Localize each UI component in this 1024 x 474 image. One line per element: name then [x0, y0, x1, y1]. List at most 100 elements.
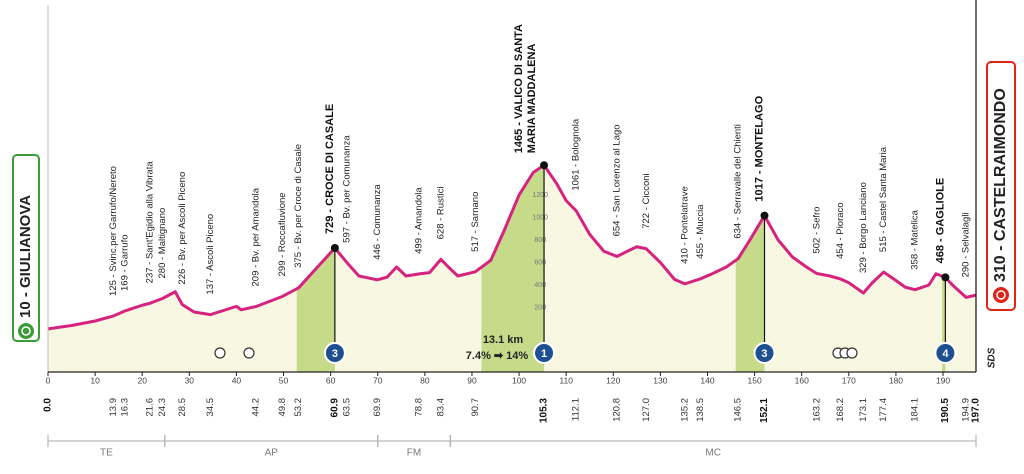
- x-tick-label: 0: [46, 375, 51, 385]
- x-tick-label: 110: [559, 375, 573, 385]
- waypoint-label: 468 - GAGLIOLE: [934, 178, 946, 264]
- x-tick-label: 10: [90, 375, 100, 385]
- y-tick-label: 400: [534, 282, 546, 289]
- km-label: 194.9: [961, 398, 972, 422]
- km-label: 146.5: [733, 398, 744, 422]
- km-label: 60.9: [330, 398, 341, 418]
- waypoint-label: 299 - Roccafluvione: [277, 192, 288, 276]
- km-label: 138.5: [695, 398, 706, 422]
- region-label: TE: [100, 448, 113, 459]
- climb-category: 3: [761, 348, 767, 360]
- start-icon: [18, 323, 34, 339]
- climb-area: [481, 165, 545, 372]
- waypoint-label: 597 - Bv. per Comunanza: [342, 135, 353, 243]
- profile-line: [47, 163, 977, 331]
- x-tick-label: 120: [606, 375, 620, 385]
- x-tick-label: 160: [795, 375, 809, 385]
- waypoint-label: 502 - Sefro: [811, 207, 822, 254]
- km-label: 127.0: [641, 398, 652, 422]
- waypoint-label: 517 - Sarnano: [470, 192, 481, 252]
- x-tick-label: 20: [137, 375, 147, 385]
- waypoint-label: 654 - San Lorenzo al Lago: [612, 124, 623, 236]
- main-layer: 200 400 600 800 1000 1200: [47, 163, 977, 331]
- km-label: 197.0: [971, 398, 982, 423]
- climb-gradient: 7.4% ➡ 14%: [466, 350, 529, 362]
- x-tick-label: 130: [653, 375, 667, 385]
- km-label: 83.4: [435, 398, 446, 417]
- km-label: 0.0: [43, 398, 54, 412]
- km-label: 49.8: [277, 398, 288, 417]
- x-tick-label: 40: [232, 375, 242, 385]
- waypoint-label: 226 - Bv. per Ascoli Piceno: [177, 172, 188, 285]
- x-tick-label: 190: [936, 375, 950, 385]
- y-tick-label: 200: [534, 304, 546, 311]
- waypoint-label: 1017 - MONTELAGO: [753, 95, 765, 201]
- km-label: 184.1: [910, 398, 921, 422]
- y-tick-label: 800: [534, 237, 546, 244]
- x-tick-label: 100: [512, 375, 526, 385]
- km-label: 120.8: [612, 398, 623, 422]
- finish-box: [986, 61, 1016, 311]
- waypoint-label: 499 - Amandola: [414, 187, 425, 254]
- km-label: 173.1: [858, 398, 869, 422]
- km-label: 90.7: [470, 398, 481, 417]
- region-label: MC: [705, 448, 721, 459]
- waypoint-label: 1465 - VALICO DI SANTA: [513, 24, 525, 153]
- km-label: 190.5: [940, 398, 951, 423]
- waypoint-label: 455 - Muccia: [695, 204, 706, 259]
- climb-area: [735, 215, 765, 372]
- summit-dot: [941, 273, 950, 282]
- climb-badge: [533, 342, 556, 364]
- waypoint-label: 446 - Comunanza: [372, 184, 383, 260]
- y-tick-label: 600: [534, 259, 546, 266]
- x-tick-label: 50: [279, 375, 289, 385]
- climb-length: 13.1 km: [483, 334, 524, 346]
- waypoint-label: 634 - Serravalle del Chienti: [733, 124, 744, 239]
- waypoint-label: 454 - Pioraco: [835, 202, 846, 259]
- waypoint-label: 329 - Borgo Lanciano: [858, 182, 869, 273]
- km-label: 105.3: [539, 398, 550, 423]
- waypoint-label: 280 - Maltignano: [157, 208, 168, 279]
- x-tick-label: 140: [700, 375, 714, 385]
- km-label: 24.3: [157, 398, 168, 417]
- km-label: 152.1: [759, 398, 770, 423]
- km-label: 78.8: [414, 398, 425, 417]
- km-label: 177.4: [878, 398, 889, 422]
- waypoint-label: 169 - Garrufo: [119, 234, 130, 291]
- waypoint-label: 410 - Pontelatrave: [679, 186, 690, 264]
- km-label: 53.2: [293, 398, 304, 417]
- km-label: 13.9: [108, 398, 119, 417]
- summit-dot: [330, 243, 339, 252]
- logo: SDS: [987, 347, 998, 368]
- fill-layer: [48, 165, 976, 372]
- waypoint-label: 375 - Bv. per Croce di Casale: [293, 144, 304, 268]
- x-tick-label: 70: [373, 375, 383, 385]
- icon: [243, 347, 255, 359]
- start-icon-inner: [21, 326, 31, 336]
- climb-area: [296, 247, 335, 372]
- km-label: 63.5: [342, 398, 353, 417]
- km-label: 69.9: [372, 398, 383, 417]
- waypoint-label: MARIA MADDALENA: [526, 44, 538, 154]
- finish-icon-inner: [996, 290, 1006, 300]
- summit-dot: [760, 211, 769, 220]
- waypoint-label: 1061 - Bolognola: [571, 118, 582, 191]
- finish-icon: [993, 287, 1009, 303]
- start-box: [12, 154, 40, 342]
- icon: [846, 347, 858, 359]
- km-label: 44.2: [251, 398, 262, 417]
- x-tick-label: 30: [185, 375, 195, 385]
- climb-badge: [323, 342, 346, 364]
- y-tick-label: 1000: [532, 214, 548, 221]
- km-label: 21.6: [144, 398, 155, 417]
- x-tick-label: 150: [748, 375, 762, 385]
- climb-category: 1: [541, 348, 547, 360]
- km-label: 16.3: [119, 398, 130, 417]
- climb-category: 4: [942, 348, 949, 360]
- waypoint-label: 125 - Svinc.per Garrufo/Nereto: [108, 166, 119, 296]
- km-label: 112.1: [571, 398, 582, 421]
- start-label: 10 - GIULIANOVA: [17, 195, 34, 318]
- x-tick-label: 80: [420, 375, 430, 385]
- climb-badge: [934, 342, 957, 364]
